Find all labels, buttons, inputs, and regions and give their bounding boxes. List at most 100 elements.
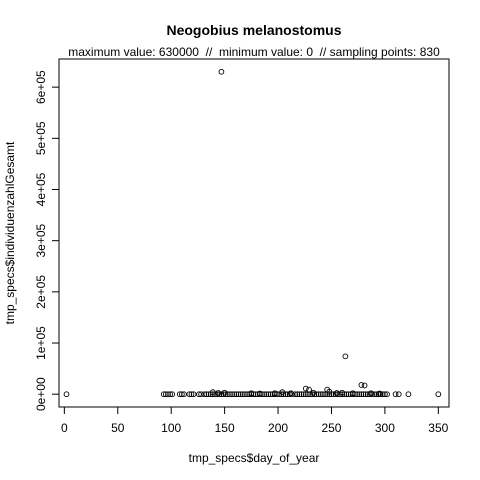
data-point	[181, 391, 187, 398]
data-point	[248, 390, 255, 397]
data-point	[326, 391, 333, 398]
y-tick-label: 1e+05	[34, 326, 48, 360]
data-point	[384, 391, 390, 398]
data-point	[315, 391, 322, 398]
data-point	[358, 382, 365, 388]
y-tick-label: 2e+05	[34, 275, 48, 309]
data-point	[203, 391, 210, 398]
data-point	[332, 391, 339, 398]
data-point	[300, 391, 307, 398]
data-point	[221, 389, 228, 396]
data-point	[326, 388, 333, 395]
data-point	[188, 391, 195, 398]
y-tick-label: 4e+05	[34, 172, 48, 206]
data-point	[349, 390, 356, 397]
y-tick-label: 6e+05	[34, 70, 48, 104]
data-point	[311, 391, 318, 398]
data-point	[239, 391, 246, 398]
data-point	[296, 391, 303, 398]
data-point	[379, 391, 386, 398]
chart-subtitle: maximum value: 630000 // minimum value: …	[68, 45, 440, 59]
x-tick-label: 300	[375, 421, 395, 435]
data-point	[233, 391, 240, 398]
data-point	[237, 391, 244, 398]
data-point	[186, 391, 193, 398]
data-points	[63, 68, 442, 398]
x-tick-label: 200	[268, 421, 288, 435]
data-point	[367, 391, 373, 398]
data-point	[227, 391, 233, 398]
data-point	[242, 391, 248, 398]
y-axis: 0e+00 1e+05 2e+05 3e+05 4e+05 5e+05 6e+05	[34, 70, 59, 411]
data-point	[190, 391, 197, 398]
data-point	[364, 391, 371, 398]
data-point	[330, 391, 337, 398]
data-point	[224, 391, 231, 398]
data-point	[210, 389, 216, 396]
data-point	[162, 391, 169, 398]
data-point	[265, 391, 272, 398]
x-axis: 0 50 100 150 200 250 300 350	[61, 407, 449, 435]
data-point	[231, 391, 238, 398]
x-tick-label: 100	[161, 421, 181, 435]
data-point	[167, 391, 173, 398]
data-point	[373, 391, 380, 398]
data-point	[435, 391, 442, 398]
data-point	[229, 391, 235, 398]
data-point	[362, 391, 369, 398]
data-point	[216, 391, 223, 398]
x-tick-label: 50	[111, 421, 125, 435]
data-point	[377, 391, 384, 398]
data-point	[220, 391, 227, 398]
data-point	[218, 68, 225, 75]
data-point	[333, 390, 340, 396]
data-point	[179, 391, 185, 398]
data-point	[263, 391, 270, 398]
data-point	[286, 391, 293, 398]
data-point	[310, 389, 317, 396]
data-point	[198, 391, 204, 398]
data-point	[210, 391, 216, 398]
data-point	[165, 391, 171, 398]
y-tick-label: 3e+05	[34, 223, 48, 257]
data-point	[369, 391, 375, 398]
y-axis-label: tmp_specs$individuenzahlGesamt	[3, 141, 17, 324]
data-point	[176, 391, 183, 398]
data-point	[322, 391, 328, 398]
data-point	[271, 390, 278, 397]
data-point	[320, 391, 326, 398]
data-point	[339, 389, 346, 396]
data-point	[371, 391, 378, 398]
x-tick-label: 350	[428, 421, 448, 435]
data-point	[405, 391, 412, 398]
data-point	[218, 391, 225, 398]
data-point	[395, 391, 402, 398]
chart-title: Neogobius melanostomus	[166, 22, 341, 38]
x-tick-label: 250	[321, 421, 341, 435]
data-point	[169, 391, 176, 398]
data-point	[257, 390, 263, 397]
x-axis-label: tmp_specs$day_of_year	[189, 451, 320, 465]
data-point	[368, 390, 374, 397]
data-point	[222, 391, 229, 398]
data-point	[196, 391, 202, 398]
data-point	[284, 391, 291, 398]
data-point	[317, 391, 324, 398]
data-point	[309, 391, 316, 398]
x-tick-label: 0	[61, 421, 68, 435]
data-point	[356, 391, 363, 398]
data-point	[63, 391, 70, 398]
data-point	[375, 391, 382, 398]
data-point	[358, 391, 365, 398]
data-point	[302, 385, 309, 392]
data-point	[361, 382, 368, 389]
data-point	[313, 391, 320, 398]
data-point	[201, 391, 208, 398]
data-point	[235, 391, 242, 398]
data-point	[289, 391, 295, 398]
data-point	[382, 391, 388, 398]
data-point	[392, 391, 399, 398]
data-point	[302, 391, 309, 398]
plot-frame	[58, 58, 450, 408]
